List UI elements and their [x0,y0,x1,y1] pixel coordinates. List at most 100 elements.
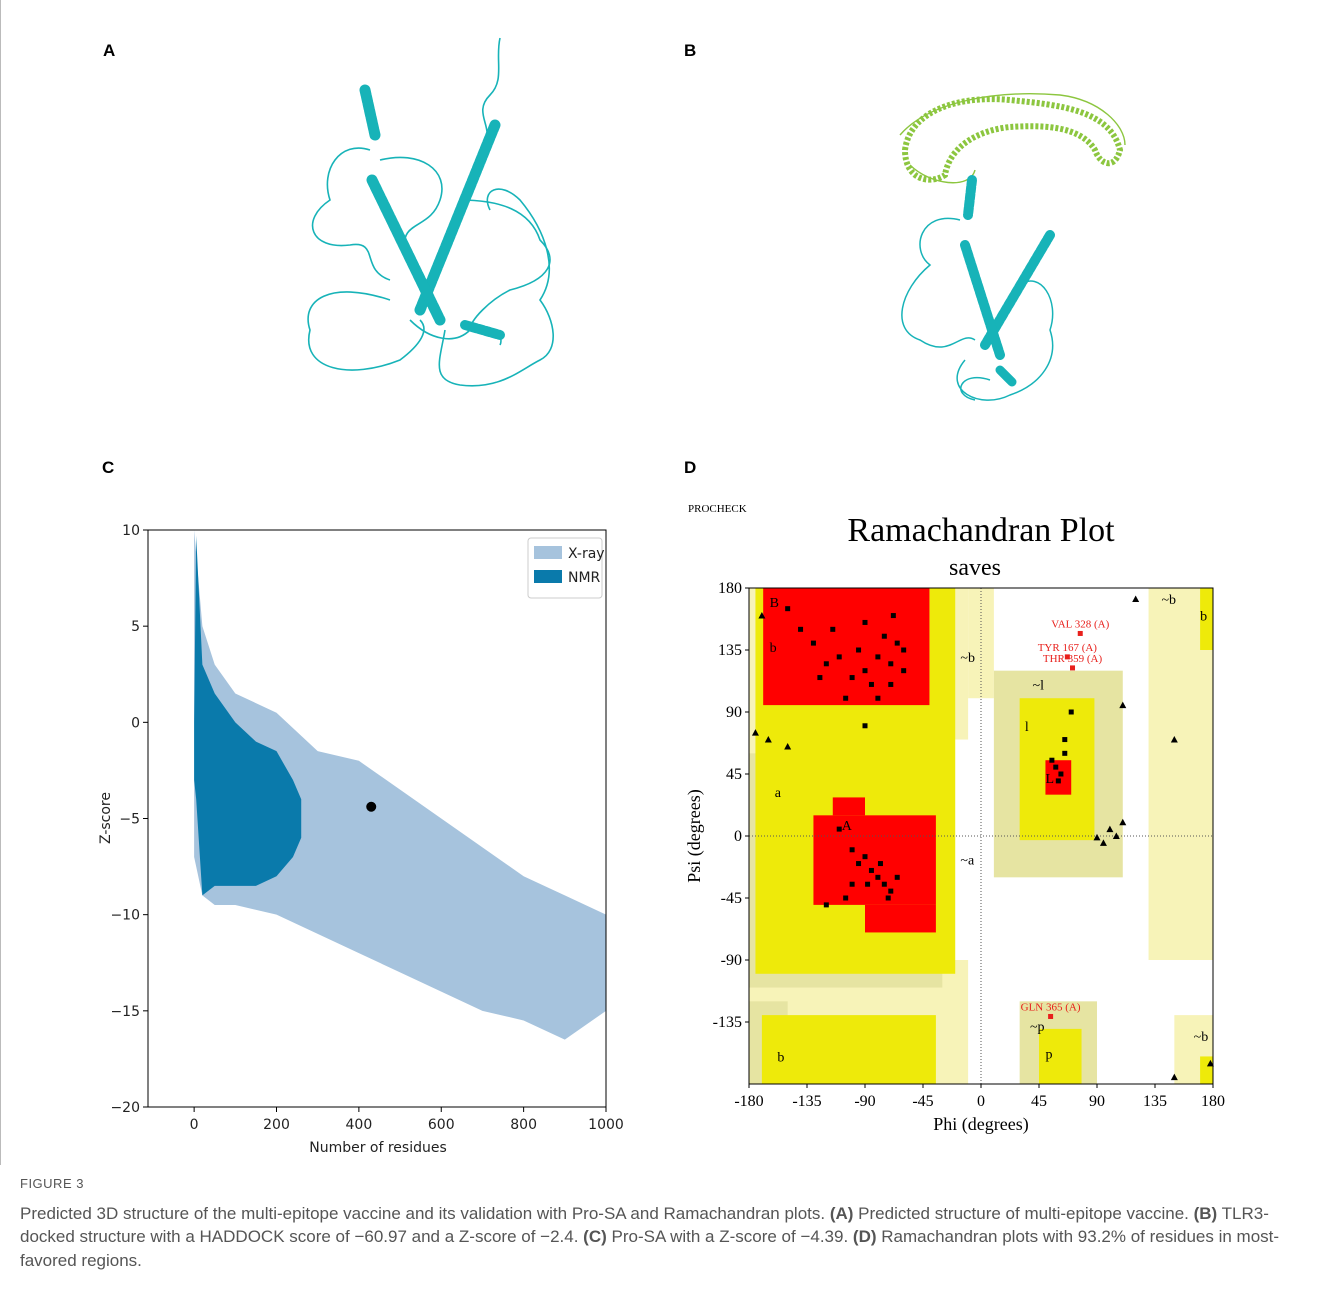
caption-segment: (C) [583,1227,607,1246]
residue-point [1170,1073,1178,1081]
y-tick-label: 0 [734,828,742,845]
residue-point [862,668,868,674]
residue-point [810,640,816,646]
region-label: A [842,819,853,834]
panel-label: C [102,458,114,477]
caption-segment: Ramachandran plots with 93.2% of residue… [20,1227,1280,1270]
y-tick-label: 90 [726,704,742,721]
receptor-structure [899,93,1126,184]
region-label: ~b [1161,593,1176,608]
allowed-region [1039,1028,1082,1084]
residue-point [1132,595,1140,603]
helix [359,84,505,340]
region-label: b [777,1050,784,1065]
residue-point [856,647,862,653]
y-tick-label: 5 [131,619,140,635]
residue-point [868,867,874,873]
caption-segment: (B) [1193,1203,1218,1223]
caption-segment: (D) [852,1227,877,1246]
protein-structure [901,217,1054,401]
residue-point [1106,825,1114,833]
y-tick-label: −10 [110,908,140,924]
caption-segment: (A) [829,1203,854,1223]
region-label: ~p [1030,1020,1045,1035]
caption-segment: Pro-SA with a Z-score of −4.39. [606,1227,853,1246]
residue-point [849,675,855,681]
residue-point [1119,701,1127,709]
residue-point [798,626,804,632]
outlier-point [1077,630,1083,636]
region-label: b [1200,610,1207,625]
residue-point [1062,737,1068,743]
x-tick-label: 600 [428,1117,455,1133]
residue-point [1062,750,1068,756]
region-label: ~b [960,651,975,666]
residue-point [1058,771,1064,777]
panel-label: A [103,41,115,60]
header: PROCHECK [688,503,747,515]
residue-point [1112,832,1120,839]
panel-label: D [684,458,696,477]
y-tick-label: −20 [110,1100,140,1116]
y-tick-label: 180 [718,580,742,597]
panel-label: B [684,41,696,60]
residue-point [875,654,881,660]
residue-point [784,742,792,750]
residue-point [1049,757,1055,763]
residue-point [862,854,868,860]
core-region [813,815,936,905]
chart-title: Ramachandran Plot [847,512,1115,549]
residue-point [830,626,836,632]
region-label: l [1025,720,1029,735]
residue-point [894,640,900,646]
residue-point [901,647,907,653]
residue-point [1206,1059,1214,1067]
caption-segment: Predicted structure of multi-epitope vac… [853,1203,1194,1223]
x-axis-label: Phi (degrees) [933,1114,1028,1135]
y-tick-label: 10 [122,523,140,539]
x-axis-label: Number of residues [309,1140,447,1156]
residue-point [894,874,900,880]
residue-point [862,619,868,625]
y-tick-label: −15 [110,1004,140,1020]
helix [960,175,1055,387]
residue-point [890,613,896,619]
x-tick-label: 45 [1031,1093,1047,1110]
prosa-chart: Number of residues Z-score 0 200 400 600 800… [98,523,624,1156]
residue-point [849,847,855,853]
chart-subtitle: saves [949,555,1001,581]
caption-segment: TLR3-docked structure with a HADDOCK sco… [20,1203,1269,1247]
x-tick-label: 180 [1201,1093,1225,1110]
x-tick-label: 800 [510,1117,537,1133]
x-tick-label: 135 [1143,1093,1167,1110]
region-label: B [770,596,779,611]
region-label: ~b [1194,1030,1209,1045]
caption-segment: Predicted 3D structure of the multi-epit… [20,1203,830,1223]
residue-point [901,668,907,674]
y-axis-label: Z-score [98,792,114,844]
residue-point [881,633,887,639]
region-label: L [1045,772,1054,787]
residue-point [1093,833,1101,841]
residue-point [758,612,766,619]
x-tick-label: 0 [977,1093,985,1110]
residue-point [862,723,868,729]
outlier-point [1048,1013,1054,1019]
protein-structure [307,37,554,387]
region-label: ~a [960,853,975,868]
region-label: ~l [1033,678,1045,693]
residue-point [885,895,891,901]
residue-point [849,881,855,887]
region-label: p [1045,1048,1052,1063]
region-label: b [770,641,777,656]
residue-point [764,736,772,743]
y-tick-label: -135 [713,1014,742,1031]
y-tick-label: −5 [119,812,140,828]
highlight-point [366,801,377,812]
caption-text: Predicted 3D structure of the multi-epit… [20,1202,1315,1273]
ramachandran-chart: PROCHECK Ramachandran Plot saves Phi (de… [684,503,1225,1135]
outlier-label: THR 359 (A) [1043,653,1103,665]
residue-point [875,874,881,880]
legend-label: NMR [568,570,601,586]
